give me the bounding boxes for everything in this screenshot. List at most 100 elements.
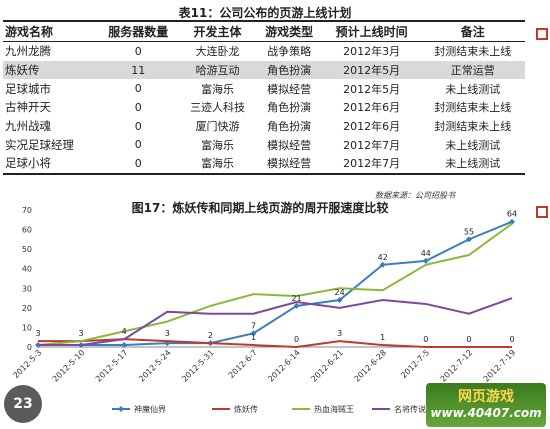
table-cell: 足球小将 xyxy=(3,154,98,175)
data-label: 1 xyxy=(251,333,256,342)
source-note: 数据来源：公司招股书 xyxy=(375,191,455,200)
table-cell: 2012年5月 xyxy=(322,60,421,80)
x-tick-label: 2012-5-10 xyxy=(51,348,87,384)
table-row: 足球城市 0 富海乐 模拟经营 2012年5月 未上线测试 xyxy=(3,79,525,98)
x-tick-label: 2012-6-21 xyxy=(309,348,345,384)
data-point xyxy=(422,257,429,264)
x-tick-label: 2012-6-7 xyxy=(227,348,259,380)
table-cell: 角色扮演 xyxy=(267,101,312,115)
data-point xyxy=(379,261,386,268)
table-cell: 富海乐 xyxy=(179,154,256,175)
data-point xyxy=(164,340,171,347)
data-label: 1 xyxy=(380,333,385,342)
column-header: 备注 xyxy=(420,20,525,42)
table-header-row: 游戏名称 服务器数量 开发主体 游戏类型 预计上线时间 备注 xyxy=(3,20,525,42)
table-row: 炼妖传 11 哈游互动 角色扮演 2012年5月 正常运营 xyxy=(3,60,525,80)
data-label: 3 xyxy=(35,329,40,338)
table-cell: 炼妖传 xyxy=(3,60,98,80)
table-cell: 哈游互动 xyxy=(179,60,256,80)
series-line-3 xyxy=(38,297,513,347)
data-label: 64 xyxy=(507,210,517,219)
series-line-0 xyxy=(38,220,513,347)
x-tick-label: 2012-7-5 xyxy=(399,348,431,380)
table-cell: 0 xyxy=(134,44,142,58)
data-label: 55 xyxy=(464,227,474,236)
column-header: 游戏类型 xyxy=(255,20,323,42)
data-label: 7 xyxy=(251,321,256,330)
table-row: 足球小将 0 富海乐 模拟经营 2012年7月 未上线测试 xyxy=(3,154,525,175)
table-cell: 角色扮演 xyxy=(255,60,323,80)
table-row: 九州战魂 0 厦门快游 角色扮演 2012年6月 封测结束未上线 xyxy=(3,117,525,136)
legend-label: 名将传说 xyxy=(394,404,426,414)
page-number: 23 xyxy=(4,385,42,423)
data-label: 3 xyxy=(165,329,170,338)
data-label: 0 xyxy=(466,335,471,344)
column-header: 服务器数量 xyxy=(97,20,180,42)
table-cell: 未上线测试 xyxy=(445,82,501,96)
table-title: 表11：公司公布的页游上线计划 xyxy=(178,6,352,20)
table-cell: 富海乐 xyxy=(201,82,235,96)
table-cell: 2012年7月 xyxy=(322,154,421,175)
site-logo[interactable]: 网页游戏 www.40407.com xyxy=(426,383,546,427)
table-cell: 封测结束未上线 xyxy=(434,101,512,115)
table-cell: 0 xyxy=(134,82,142,96)
section-marker-icon xyxy=(536,206,548,218)
data-label: 44 xyxy=(421,249,431,258)
series-line-2 xyxy=(37,222,513,347)
table-cell: 九州龙腾 xyxy=(5,44,51,59)
table-cell: 九州战魂 xyxy=(5,119,51,134)
table-cell: 2012年7月 xyxy=(343,138,401,152)
legend-label: 炼妖传 xyxy=(234,404,258,414)
table-row: 实况足球经理 0 富海乐 模拟经营 2012年7月 未上线测试 xyxy=(3,135,525,154)
y-tick-label: 50 xyxy=(22,245,32,254)
x-tick-label: 2012-7-19 xyxy=(482,348,518,384)
data-label: 4 xyxy=(122,327,127,336)
y-tick-label: 40 xyxy=(22,265,32,274)
legend-label: 神魔仙界 xyxy=(134,404,166,414)
data-point xyxy=(336,297,343,304)
data-point xyxy=(293,302,300,309)
table-cell: 2012年5月 xyxy=(343,82,401,96)
logo-title: 网页游戏 xyxy=(458,389,514,405)
chart-title: 图17：炼妖传和同期上线页游的周开服速度比较 xyxy=(131,201,389,215)
table-cell: 0 xyxy=(134,119,142,133)
data-point xyxy=(509,218,515,225)
y-tick-label: 10 xyxy=(22,323,32,332)
y-tick-label: 60 xyxy=(22,226,32,235)
table-cell: 模拟经营 xyxy=(255,154,323,175)
table-cell: 0 xyxy=(134,100,142,114)
table-cell: 封测结束未上线 xyxy=(434,120,512,134)
x-tick-label: 2012-5-24 xyxy=(137,348,173,384)
section-marker-icon xyxy=(536,28,548,40)
data-label: 2 xyxy=(208,331,213,340)
data-point xyxy=(250,330,257,337)
table-cell: 实况足球经理 xyxy=(5,137,74,152)
table-cell: 11 xyxy=(97,60,180,80)
table-cell: 2012年6月 xyxy=(343,101,401,115)
data-label: 0 xyxy=(423,335,428,344)
launch-plan-table: 游戏名称 服务器数量 开发主体 游戏类型 预计上线时间 备注 九州龙腾 0 大连卧龙… xyxy=(3,20,525,175)
x-tick-label: 2012-5-17 xyxy=(94,348,130,384)
data-label: 24 xyxy=(335,288,345,297)
data-label: 42 xyxy=(378,253,388,262)
table-cell: 大连卧龙 xyxy=(195,45,240,59)
table-cell: 封测结束未上线 xyxy=(434,45,512,59)
x-tick-label: 2012-6-28 xyxy=(352,348,388,384)
column-header: 游戏名称 xyxy=(3,20,98,42)
table-cell: 厦门快游 xyxy=(195,120,240,134)
table-cell: 0 xyxy=(97,154,180,175)
column-header: 预计上线时间 xyxy=(322,20,421,42)
data-label: 3 xyxy=(337,329,342,338)
table-cell: 2012年3月 xyxy=(343,45,401,59)
table-cell: 足球城市 xyxy=(5,81,51,96)
y-tick-label: 70 xyxy=(22,206,32,215)
table-cell: 战争策略 xyxy=(267,45,312,59)
legend-marker xyxy=(118,406,124,412)
data-point xyxy=(465,236,472,243)
table-cell: 正常运营 xyxy=(420,60,525,80)
data-label: 0 xyxy=(294,335,299,344)
y-tick-label: 0 xyxy=(27,343,32,352)
column-header: 开发主体 xyxy=(179,20,256,42)
x-tick-label: 2012-7-12 xyxy=(439,348,475,384)
